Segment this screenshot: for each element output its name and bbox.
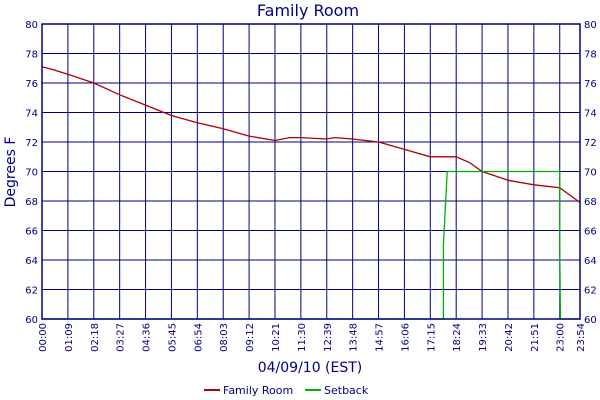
y-tick-label-left: 60 xyxy=(25,315,38,326)
x-tick-label: 23:00 xyxy=(556,323,567,352)
x-tick-label: 13:48 xyxy=(349,323,360,352)
y-tick-label-left: 80 xyxy=(25,20,38,31)
x-tick-label: 01:09 xyxy=(64,323,75,352)
y-tick-label-right: 80 xyxy=(584,20,597,31)
x-tick-label: 23:54 xyxy=(576,323,587,352)
x-tick-label: 08:03 xyxy=(219,323,230,352)
x-tick-label: 06:54 xyxy=(193,323,204,352)
y-tick-label-right: 78 xyxy=(584,50,597,61)
x-ticks: 00:00 01:09 02:18 03:27 04:36 05:45 06:54 08:03… xyxy=(38,323,587,352)
x-tick-label: 00:00 xyxy=(38,323,49,352)
x-tick-label: 14:57 xyxy=(375,323,386,352)
x-tick-label: 21:51 xyxy=(530,323,541,352)
x-tick-label: 17:15 xyxy=(426,323,437,352)
plot-border xyxy=(41,23,581,320)
y-tick-label-left: 76 xyxy=(25,79,38,90)
legend: Family Room Setback xyxy=(204,384,369,397)
x-tick-label: 16:06 xyxy=(400,323,411,352)
y-tick-label-right: 68 xyxy=(584,197,597,208)
series-line-family-room xyxy=(41,66,581,204)
x-tick-label: 09:12 xyxy=(245,323,256,352)
y-tick-label-right: 70 xyxy=(584,168,597,179)
y-tick-label-right: 64 xyxy=(584,256,597,267)
x-tick-label: 05:45 xyxy=(167,323,178,352)
y-tick-label-right: 60 xyxy=(584,315,597,326)
x-tick-label: 18:24 xyxy=(452,323,463,352)
y-tick-label-left: 78 xyxy=(25,50,38,61)
y-ticks-right: 60 62 64 66 68 70 72 74 76 78 80 xyxy=(584,20,597,326)
y-tick-label-right: 72 xyxy=(584,138,597,149)
y-tick-label-left: 68 xyxy=(25,197,38,208)
legend-label-setback: Setback xyxy=(324,384,369,397)
x-axis-label: 04/09/10 (EST) xyxy=(258,360,363,376)
legend-label-family-room: Family Room xyxy=(223,384,293,397)
x-tick-label: 20:42 xyxy=(504,323,515,352)
x-tick-label: 11:30 xyxy=(297,323,308,352)
y-tick-label-left: 66 xyxy=(25,227,38,238)
x-tick-label: 03:27 xyxy=(116,323,127,352)
y-tick-label-right: 62 xyxy=(584,286,597,297)
y-tick-label-left: 70 xyxy=(25,168,38,179)
y-axis-label: Degrees F xyxy=(3,137,19,208)
x-tick-label: 04:36 xyxy=(142,323,153,352)
x-tick-label: 19:33 xyxy=(478,323,489,352)
y-tick-label-right: 74 xyxy=(584,109,597,120)
x-tick-label: 10:21 xyxy=(271,323,282,352)
series-line-setback xyxy=(42,170,580,320)
y-ticks-left: 60 62 64 66 68 70 72 74 76 78 80 xyxy=(25,20,38,326)
chart-title: Family Room xyxy=(257,1,359,20)
x-tick-label: 12:39 xyxy=(323,323,334,352)
y-tick-label-left: 64 xyxy=(25,256,38,267)
y-tick-label-right: 66 xyxy=(584,227,597,238)
series-layer xyxy=(41,66,581,320)
y-tick-label-right: 76 xyxy=(584,79,597,90)
y-tick-label-left: 74 xyxy=(25,109,38,120)
y-tick-label-left: 62 xyxy=(25,286,38,297)
x-tick-label: 02:18 xyxy=(90,323,101,352)
y-tick-label-left: 72 xyxy=(25,138,38,149)
